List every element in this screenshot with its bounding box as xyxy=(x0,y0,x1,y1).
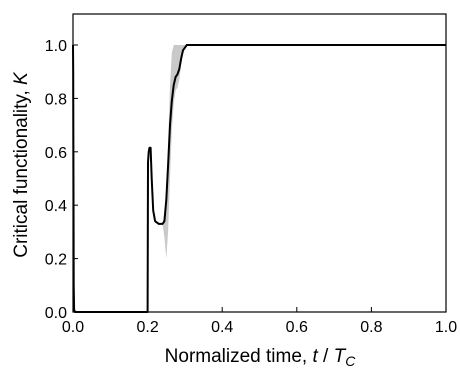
x-axis-ticks: 0.0 0.2 0.4 0.6 0.8 1.0 xyxy=(62,307,457,336)
y-tick-label: 1.0 xyxy=(45,38,67,55)
y-tick-label: 0.6 xyxy=(45,145,67,162)
x-axis-label-unit: T xyxy=(334,346,347,367)
y-tick-label: 0.4 xyxy=(45,198,67,215)
x-axis-label-subscript: C xyxy=(345,353,356,368)
plot-frame xyxy=(72,13,447,313)
uncertainty-band xyxy=(162,45,187,259)
y-tick-label: 0.0 xyxy=(45,305,67,322)
x-tick-label: 1.0 xyxy=(435,319,457,336)
y-axis-ticks: 0.0 0.2 0.4 0.6 0.8 1.0 xyxy=(45,38,78,322)
y-axis-label: Critical functionality, K xyxy=(11,71,32,258)
y-axis-label-variable: K xyxy=(11,71,32,85)
x-tick-label: 0.6 xyxy=(286,319,308,336)
y-tick-label: 0.2 xyxy=(45,252,67,269)
x-tick-label: 0.0 xyxy=(62,319,84,336)
y-axis-label-text: Critical functionality, xyxy=(11,85,32,258)
x-axis-label-separator: / xyxy=(318,346,334,367)
y-tick-label: 0.8 xyxy=(45,91,67,108)
x-axis-label: Normalized time, t / TC xyxy=(165,346,357,368)
x-axis-label-text: Normalized time, xyxy=(165,346,313,367)
x-tick-label: 0.8 xyxy=(360,319,382,336)
uncertainty-band-layer xyxy=(162,45,187,259)
series-line xyxy=(72,44,446,313)
x-tick-label: 0.2 xyxy=(136,319,158,336)
x-tick-label: 0.4 xyxy=(211,319,233,336)
x-axis-label-variable: t xyxy=(312,346,318,367)
series-line-layer xyxy=(72,44,446,313)
